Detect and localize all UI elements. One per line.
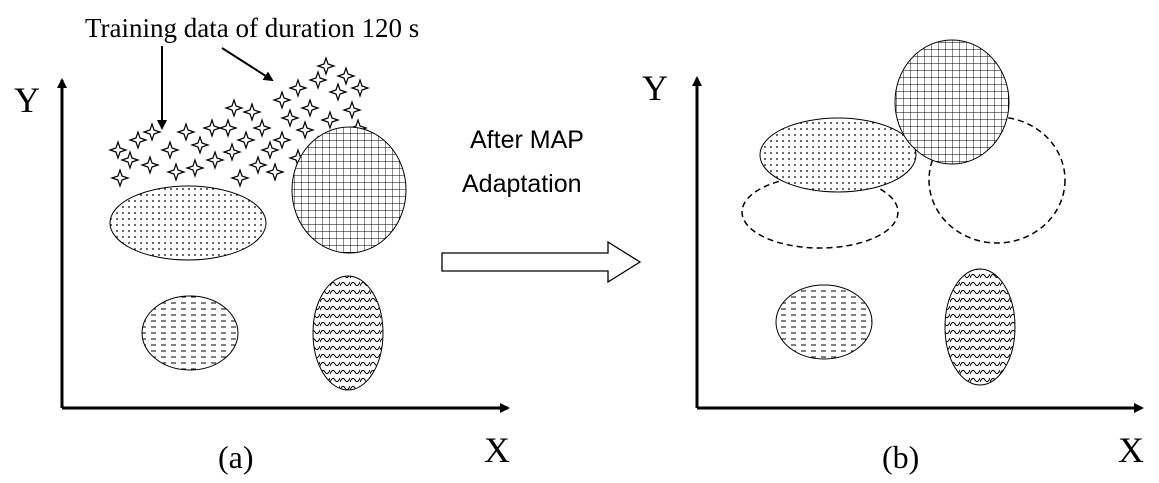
training-point <box>109 141 127 159</box>
training-point <box>141 156 159 174</box>
training-point <box>266 163 284 181</box>
training-point <box>301 99 319 117</box>
transition-label: After MAP <box>470 126 584 154</box>
training-point <box>206 151 224 169</box>
gaussian <box>944 268 1016 386</box>
training-point <box>143 123 161 141</box>
training-point <box>249 156 267 174</box>
gaussian <box>759 117 917 193</box>
training-point <box>281 109 299 127</box>
training-point <box>243 103 261 121</box>
training-point <box>273 131 291 149</box>
gaussian <box>775 284 873 360</box>
gaussian <box>291 126 407 254</box>
training-point <box>237 131 255 149</box>
training-point <box>296 121 314 139</box>
training-point <box>273 91 291 109</box>
training-point <box>191 136 209 154</box>
training-point <box>351 79 369 97</box>
prior-gaussian <box>741 175 899 249</box>
training-point <box>231 169 249 187</box>
training-point <box>167 163 185 181</box>
gaussian <box>894 39 1010 165</box>
training-point <box>186 159 204 177</box>
y-label: Y <box>14 80 40 120</box>
training-point <box>337 67 355 85</box>
training-point <box>225 99 243 117</box>
training-point <box>261 141 279 159</box>
training-point <box>321 111 339 129</box>
training-point <box>253 119 271 137</box>
pointer-arrow <box>221 47 274 82</box>
training-point <box>317 57 335 75</box>
x-label: X <box>1118 430 1144 470</box>
caption: (a) <box>218 439 254 475</box>
gaussian <box>109 185 267 261</box>
training-point <box>343 101 361 119</box>
annotation: Training data of duration 120 s <box>85 13 419 43</box>
transition-arrow <box>441 240 642 284</box>
training-point <box>177 123 195 141</box>
prior-gaussian <box>928 116 1066 244</box>
training-point <box>121 151 139 169</box>
training-point <box>111 169 129 187</box>
training-point <box>289 79 307 97</box>
transition-label: Adaptation <box>462 170 582 198</box>
training-point <box>309 71 327 89</box>
training-point <box>219 119 237 137</box>
training-point <box>161 141 179 159</box>
gaussian <box>141 295 239 371</box>
training-point <box>329 83 347 101</box>
training-point <box>223 143 241 161</box>
training-point <box>129 131 147 149</box>
training-point <box>203 119 221 137</box>
gaussian <box>312 275 384 391</box>
y-label: Y <box>642 68 668 108</box>
caption: (b) <box>882 439 919 475</box>
x-label: X <box>484 430 510 470</box>
